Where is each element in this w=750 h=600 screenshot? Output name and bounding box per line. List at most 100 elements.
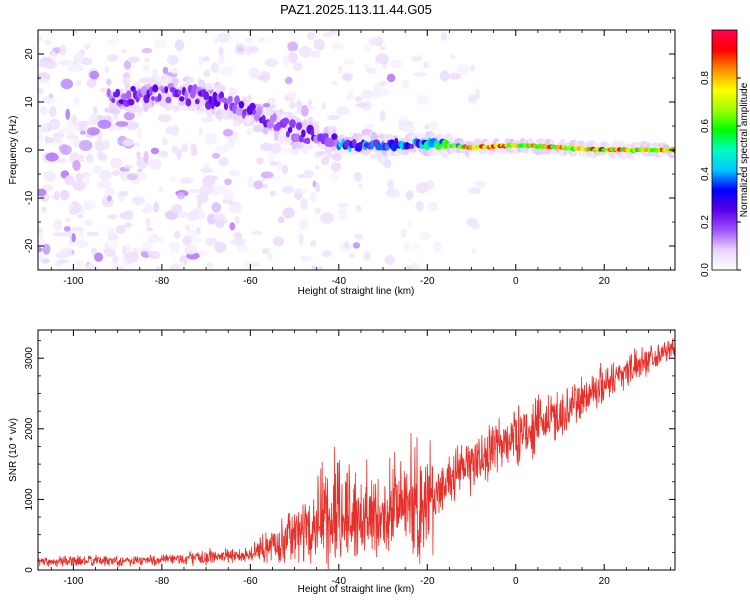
heatmap-cell	[176, 149, 182, 160]
heatmap-cell	[427, 201, 438, 212]
heatmap-cell	[39, 106, 48, 116]
heatmap-cell	[72, 135, 80, 148]
heatmap-cell	[213, 38, 219, 44]
colorbar-tick-label: 0.2	[700, 215, 711, 229]
heatmap-cell	[229, 202, 242, 214]
heatmap-cell	[366, 67, 376, 74]
heatmap-cell	[38, 231, 44, 239]
heatmap-cell	[48, 93, 54, 99]
spectrogram-ylabel: Frequency (Hz)	[8, 116, 19, 185]
heatmap-cell	[202, 56, 210, 62]
heatmap-cell	[301, 129, 306, 138]
heatmap-cell	[71, 233, 76, 243]
heatmap-cell	[187, 229, 199, 239]
heatmap-cell	[270, 190, 276, 197]
x-tick-label: -60	[243, 276, 258, 287]
heatmap-cell	[305, 137, 311, 145]
heatmap-cell	[153, 201, 160, 213]
heatmap-cell	[122, 72, 130, 79]
heatmap-cell	[50, 51, 57, 61]
heatmap-cell	[86, 127, 100, 136]
heatmap-cell	[182, 235, 192, 246]
heatmap-cell	[448, 72, 461, 80]
heatmap-cell	[123, 111, 135, 121]
heatmap-cell	[144, 58, 150, 63]
heatmap-cell	[298, 233, 304, 245]
heatmap-cell	[406, 265, 412, 270]
heatmap-cell	[282, 207, 295, 219]
heatmap-cell	[363, 251, 371, 261]
heatmap-cell	[324, 148, 334, 154]
heatmap-cell	[257, 75, 271, 81]
heatmap-cell	[153, 38, 167, 48]
heatmap-cell	[75, 79, 82, 86]
x-tick-label: -80	[155, 576, 170, 587]
heatmap-cell	[247, 175, 254, 188]
heatmap-cell	[248, 46, 259, 54]
heatmap-cell	[54, 158, 68, 164]
heatmap-cell	[416, 94, 430, 106]
heatmap-cell	[409, 143, 415, 149]
heatmap-cell	[405, 190, 414, 200]
heatmap-cell	[124, 210, 134, 221]
heatmap-cell	[38, 123, 50, 133]
x-tick-label: 0	[513, 576, 519, 587]
colorbar-tick-label: 0.0	[700, 263, 711, 277]
heatmap-cell	[456, 64, 470, 75]
heatmap-cell	[97, 131, 103, 143]
figure-title: PAZ1.2025.113.11.44.G05	[280, 2, 432, 17]
heatmap-cell	[169, 176, 177, 182]
heatmap-cell	[78, 154, 85, 162]
heatmap-cell	[413, 72, 427, 77]
heatmap-cell	[354, 133, 363, 141]
heatmap-cell	[85, 263, 100, 270]
heatmap-cell	[192, 238, 203, 243]
heatmap-cell	[190, 147, 198, 157]
heatmap-cell	[143, 77, 154, 84]
heatmap-cell	[110, 157, 123, 169]
heatmap-cell	[424, 124, 430, 130]
heatmap-cell	[348, 252, 356, 259]
heatmap-cell	[73, 30, 78, 35]
heatmap-cell	[312, 123, 320, 129]
colorbar-tick-label: 0.4	[700, 167, 711, 181]
heatmap-cell	[321, 250, 332, 257]
heatmap-cell	[314, 165, 320, 170]
heatmap-cell	[180, 144, 189, 153]
heatmap-cell	[179, 101, 188, 106]
heatmap-cell	[106, 88, 111, 98]
heatmap-cell	[184, 224, 191, 231]
heatmap-cell	[156, 236, 165, 243]
heatmap-cell	[196, 192, 209, 204]
heatmap-cell	[60, 189, 70, 201]
heatmap-cell	[60, 78, 73, 90]
heatmap-cell	[272, 236, 285, 247]
heatmap-cell	[159, 150, 169, 158]
x-tick-label: -40	[332, 576, 347, 587]
heatmap-cell	[171, 77, 179, 87]
heatmap-cell	[258, 37, 266, 42]
heatmap-cell	[51, 232, 66, 237]
heatmap-cell	[301, 145, 309, 154]
heatmap-cell	[332, 153, 342, 162]
heatmap-cell	[272, 110, 280, 114]
heatmap-cell	[295, 122, 303, 131]
heatmap-cell	[307, 31, 316, 41]
x-tick-label: 20	[599, 276, 611, 287]
heatmap-cell	[293, 189, 307, 194]
heatmap-cell	[218, 54, 225, 66]
heatmap-cell	[360, 89, 374, 99]
heatmap-cell	[249, 102, 256, 111]
heatmap-cell	[123, 60, 132, 70]
heatmap-cell	[378, 80, 388, 87]
heatmap-cell	[112, 109, 121, 114]
colorbar-ticks: 0.0 0.2 0.4 0.6 0.8	[700, 71, 741, 277]
heatmap-cell	[212, 152, 221, 159]
x-tick-label: -20	[420, 276, 435, 287]
heatmap-cell	[309, 191, 317, 203]
heatmap-cell	[287, 126, 293, 133]
heatmap-cell	[300, 198, 308, 210]
heatmap-cell	[560, 138, 566, 147]
